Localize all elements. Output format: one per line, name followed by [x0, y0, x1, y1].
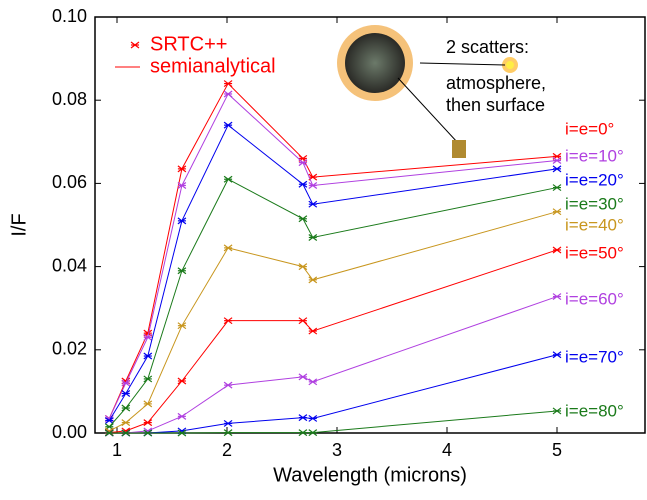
data-point — [552, 208, 562, 216]
x-tick-label: 1 — [112, 440, 122, 460]
data-point — [143, 375, 153, 383]
data-point — [177, 429, 187, 437]
data-point — [298, 373, 308, 381]
series-line — [108, 178, 558, 428]
spacecraft-icon — [452, 140, 466, 158]
x-axis-label: Wavelength (microns) — [273, 464, 467, 486]
data-point — [143, 419, 153, 427]
data-point — [143, 429, 153, 437]
data-point — [308, 276, 318, 284]
data-point — [143, 400, 153, 408]
y-tick-label: 0.06 — [52, 172, 87, 192]
data-point — [177, 165, 187, 173]
series-line — [109, 410, 558, 434]
series-label: i=e=10° — [565, 146, 624, 165]
data-point — [223, 80, 233, 88]
legend-label: semianalytical — [150, 55, 276, 77]
data-point — [177, 181, 187, 189]
series-line — [109, 354, 558, 434]
data-point — [104, 429, 114, 437]
data-point — [308, 233, 318, 241]
y-tick-label: 0.02 — [52, 339, 87, 359]
data-point — [298, 429, 308, 437]
series-line — [109, 211, 558, 432]
data-point — [308, 414, 318, 422]
data-point — [104, 417, 114, 424]
data-point — [223, 90, 233, 98]
data-point — [177, 322, 187, 330]
data-point — [223, 429, 233, 437]
data-point — [308, 429, 318, 437]
series-label: i=e=70° — [565, 347, 624, 366]
x-tick-label: 5 — [552, 440, 562, 460]
data-point — [143, 352, 153, 360]
data-point — [552, 165, 562, 173]
data-point — [298, 215, 308, 223]
data-point — [223, 381, 233, 389]
data-point — [223, 121, 233, 129]
titan-disk — [345, 33, 405, 93]
x-tick-label: 4 — [442, 440, 452, 460]
series-label: i=e=80° — [565, 401, 624, 420]
data-point — [177, 412, 187, 420]
data-point — [223, 317, 233, 325]
titan-illustration — [337, 25, 518, 158]
ray — [397, 77, 459, 144]
annotation: atmosphere, — [446, 73, 546, 93]
data-point — [298, 263, 308, 271]
series-label: i=e=40° — [565, 215, 624, 234]
data-point — [177, 267, 187, 275]
data-point — [308, 181, 318, 189]
series-label: i=e=60° — [565, 289, 624, 308]
series-label: i=e=50° — [565, 243, 624, 262]
series-line — [108, 124, 558, 421]
series-line — [109, 249, 558, 434]
annotation: 2 scatters: — [446, 37, 529, 57]
data-point — [121, 419, 131, 427]
data-point — [552, 184, 562, 192]
data-point — [121, 390, 131, 397]
legend-label: SRTC++ — [150, 33, 227, 55]
y-tick-label: 0.00 — [52, 422, 87, 442]
series-label: i=e=0° — [565, 119, 614, 138]
data-point — [552, 246, 562, 254]
data-point — [298, 317, 308, 325]
y-tick-label: 0.10 — [52, 6, 87, 26]
series-label: i=e=20° — [565, 170, 624, 189]
data-point — [298, 414, 308, 422]
data-point — [308, 327, 318, 335]
data-point — [223, 419, 233, 427]
series-line — [109, 296, 558, 434]
data-point — [223, 175, 233, 183]
series-line — [108, 93, 558, 419]
data-point — [298, 159, 308, 167]
plot-frame — [94, 16, 646, 434]
data-point — [121, 429, 131, 437]
data-point — [223, 244, 233, 252]
data-point — [308, 200, 318, 208]
data-point — [143, 333, 153, 341]
x-tick-label: 3 — [332, 440, 342, 460]
data-point — [177, 377, 187, 385]
data-point — [552, 157, 562, 165]
annotation: then surface — [446, 95, 545, 115]
data-point — [177, 217, 187, 225]
data-point — [308, 378, 318, 386]
y-axis-label: I/F — [8, 213, 30, 236]
legend-marker — [130, 41, 140, 49]
data-point — [121, 379, 131, 387]
data-point — [121, 404, 131, 412]
series-label: i=e=30° — [565, 194, 624, 213]
ray — [419, 62, 506, 66]
data-point — [552, 407, 562, 415]
sun-icon — [502, 57, 518, 73]
x-tick-label: 2 — [222, 440, 232, 460]
y-tick-label: 0.04 — [52, 255, 87, 275]
data-point — [552, 293, 562, 301]
data-point — [298, 180, 308, 188]
y-tick-label: 0.08 — [52, 89, 87, 109]
series-line — [108, 82, 558, 419]
data-point — [552, 351, 562, 359]
